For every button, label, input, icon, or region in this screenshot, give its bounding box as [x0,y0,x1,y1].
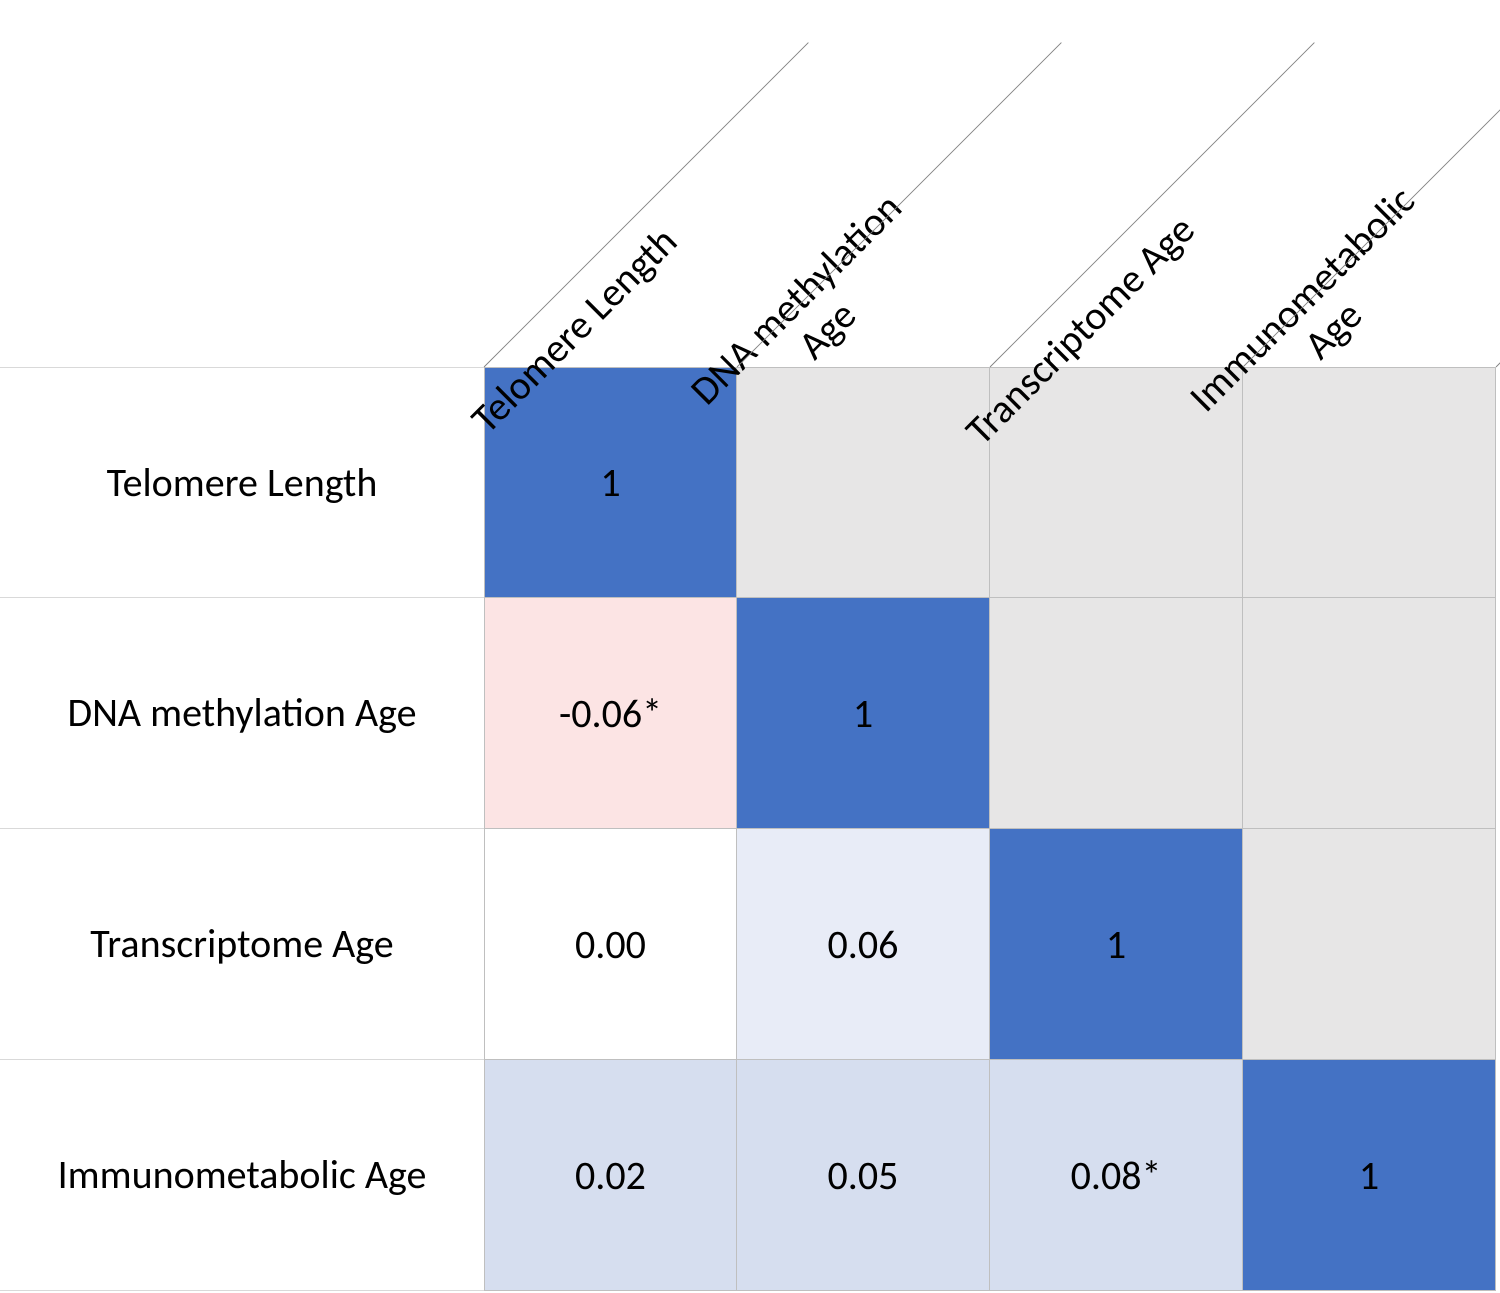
matrix-cell: 1 [990,829,1243,1060]
cell-value: 1 [1106,920,1126,969]
cell-value: 1 [600,458,620,507]
matrix-cell [1243,829,1496,1060]
matrix-cell [990,598,1243,829]
row-header: DNA methylation Age [0,598,484,829]
matrix-cell: 0.00 [484,829,737,1060]
cell-value: 0.02 [575,1151,646,1200]
row-header: Immunometabolic Age [0,1060,484,1291]
row-header: Telomere Length [0,367,484,598]
cell-value: 1 [853,689,873,738]
diagonal-lines [484,0,1500,367]
cell-value: 0.05 [828,1151,899,1200]
matrix-cell: 0.08* [990,1060,1243,1291]
cell-value: 0.00 [575,920,646,969]
matrix-cell: 1 [737,598,990,829]
matrix-cell: 0.05 [737,1060,990,1291]
matrix-cell: -0.06* [484,598,737,829]
cell-value: 0.08* [1071,1151,1162,1200]
matrix-cell [1243,598,1496,829]
cell-value: 1 [1359,1151,1379,1200]
cell-value: -0.06* [559,689,662,738]
cell-value: 0.06 [828,920,899,969]
spacer [0,0,484,367]
row-header: Transcriptome Age [0,829,484,1060]
matrix-cell: 0.06 [737,829,990,1060]
matrix-cell: 0.02 [484,1060,737,1291]
matrix-cell: 1 [1243,1060,1496,1291]
